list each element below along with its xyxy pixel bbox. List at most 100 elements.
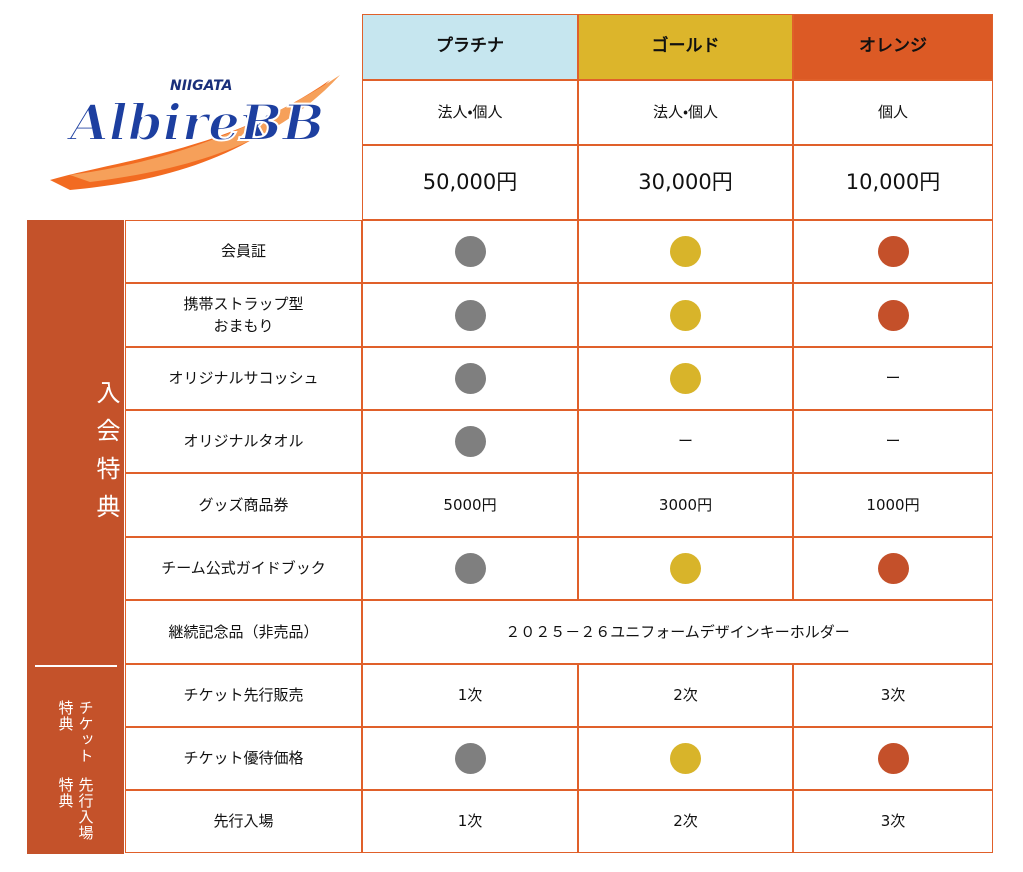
- price-cell: 10,000円: [793, 145, 993, 220]
- included-icon: [670, 743, 701, 774]
- benefit-cell: [362, 347, 578, 410]
- label-lines: 携帯ストラップ型 おまもり: [183, 293, 303, 338]
- tier-header: ゴールド: [578, 14, 793, 80]
- benefit-cell: 3次: [793, 790, 993, 853]
- benefit-label: 先行入場: [213, 812, 274, 831]
- included-icon: [454, 363, 486, 394]
- eligibility-cell: 法人・個人: [362, 80, 578, 145]
- benefit-value: 3000円: [658, 495, 713, 514]
- benefit-cell: [362, 410, 578, 473]
- benefit-label: オリジナルタオル: [183, 432, 304, 451]
- eligibility-cell: 法人・個人: [578, 80, 793, 145]
- included-icon: [877, 553, 909, 584]
- included-icon: [454, 236, 486, 267]
- span-cell: ２０２５－２６ユニフォームデザインキーホルダー: [362, 600, 993, 664]
- benefit-label: 会員証: [220, 242, 266, 261]
- benefit-cell: 1次: [362, 664, 578, 727]
- benefit-label-cell: グッズ商品券: [125, 473, 362, 537]
- eligibility-cell: 個人: [793, 80, 993, 145]
- logo: NIIGATA Albirex BB: [50, 75, 340, 190]
- benefit-value: 3次: [880, 812, 906, 831]
- included-icon: [454, 426, 486, 457]
- logo-swoosh: [50, 80, 330, 190]
- benefit-cell: [578, 727, 793, 790]
- benefit-cell: 3次: [793, 664, 993, 727]
- benefit-label-cell: オリジナルサコッシュ: [125, 347, 362, 410]
- logo-swoosh: [70, 75, 340, 182]
- benefit-cell: 3000円: [578, 473, 793, 537]
- benefit-value: ー: [677, 432, 693, 451]
- price: 30,000円: [638, 169, 733, 194]
- eligibility: 法人・個人: [437, 103, 503, 122]
- benefit-value: 1次: [457, 812, 483, 831]
- section-title: チケット特典 先行入場特典: [27, 700, 124, 854]
- benefit-cell: [578, 220, 793, 283]
- benefit-cell: 1次: [362, 790, 578, 853]
- benefit-value: ー: [885, 369, 901, 388]
- benefit-cell: [793, 537, 993, 600]
- included-icon: [454, 743, 486, 774]
- benefit-value: 1次: [457, 686, 483, 705]
- benefit-cell: [362, 537, 578, 600]
- benefit-cell: 1000円: [793, 473, 993, 537]
- price: 10,000円: [845, 169, 941, 194]
- benefit-label-cell: チーム公式ガイドブック: [125, 537, 362, 600]
- benefit-cell: 5000円: [362, 473, 578, 537]
- benefit-label-cell: 継続記念品（非売品）: [125, 600, 362, 664]
- tier-name: オレンジ: [859, 36, 927, 57]
- benefit-value: ２０２５－２６ユニフォームデザインキーホルダー: [505, 622, 850, 641]
- included-icon: [670, 363, 701, 394]
- included-icon: [877, 743, 909, 774]
- benefit-value: 2次: [673, 686, 698, 705]
- section-title-line: チケット特典: [56, 700, 95, 764]
- benefit-label-cell: 先行入場: [125, 790, 362, 853]
- benefit-cell: ー: [578, 410, 793, 473]
- tier-header: オレンジ: [793, 14, 993, 80]
- included-icon: [670, 553, 701, 584]
- eligibility: 法人・個人: [652, 103, 719, 122]
- benefit-label: グッズ商品券: [198, 495, 289, 514]
- benefit-cell: [362, 220, 578, 283]
- included-icon: [454, 553, 486, 584]
- benefit-cell: 2次: [578, 664, 793, 727]
- included-icon: [670, 299, 701, 331]
- benefit-cell: [793, 283, 993, 347]
- benefit-label: チケット優待価格: [183, 749, 304, 768]
- benefit-cell: [578, 283, 793, 347]
- benefit-cell: ー: [793, 410, 993, 473]
- benefit-label: 携帯ストラップ型: [183, 294, 304, 313]
- benefit-value: 3次: [880, 686, 906, 705]
- tier-name: ゴールド: [651, 36, 720, 57]
- price-cell: 30,000円: [578, 145, 793, 220]
- benefit-label-cell: 携帯ストラップ型 おまもり: [125, 283, 362, 347]
- benefit-cell: [793, 727, 993, 790]
- benefit-label: 継続記念品（非売品）: [168, 622, 319, 641]
- benefit-label-cell: 会員証: [125, 220, 362, 283]
- benefit-label-cell: チケット優待価格: [125, 727, 362, 790]
- logo-main: Albirex: [66, 93, 271, 152]
- divider: [35, 665, 117, 667]
- included-icon: [670, 236, 701, 267]
- benefit-label: おまもり: [213, 317, 274, 335]
- included-icon: [877, 236, 909, 267]
- benefit-cell: [362, 283, 578, 347]
- section-title: 入会特典: [92, 380, 120, 532]
- benefit-cell: ー: [793, 347, 993, 410]
- benefit-cell: 2次: [578, 790, 793, 853]
- benefit-value: 1000円: [866, 495, 920, 514]
- benefit-label-cell: チケット先行販売: [125, 664, 362, 727]
- benefit-cell: [793, 220, 993, 283]
- eligibility: 個人: [877, 103, 908, 122]
- included-icon: [454, 299, 486, 331]
- benefit-cell: [578, 347, 793, 410]
- price-cell: 50,000円: [362, 145, 578, 220]
- tier-name: プラチナ: [436, 36, 504, 57]
- tier-header: プラチナ: [362, 14, 578, 80]
- section-sidebar: 入会特典 チケット特典 先行入場特典: [27, 220, 124, 854]
- benefit-value: 2次: [673, 812, 698, 831]
- included-icon: [877, 299, 909, 331]
- benefit-label: オリジナルサコッシュ: [168, 369, 319, 388]
- benefit-label: チケット先行販売: [183, 686, 304, 705]
- benefit-value: 5000円: [443, 495, 497, 514]
